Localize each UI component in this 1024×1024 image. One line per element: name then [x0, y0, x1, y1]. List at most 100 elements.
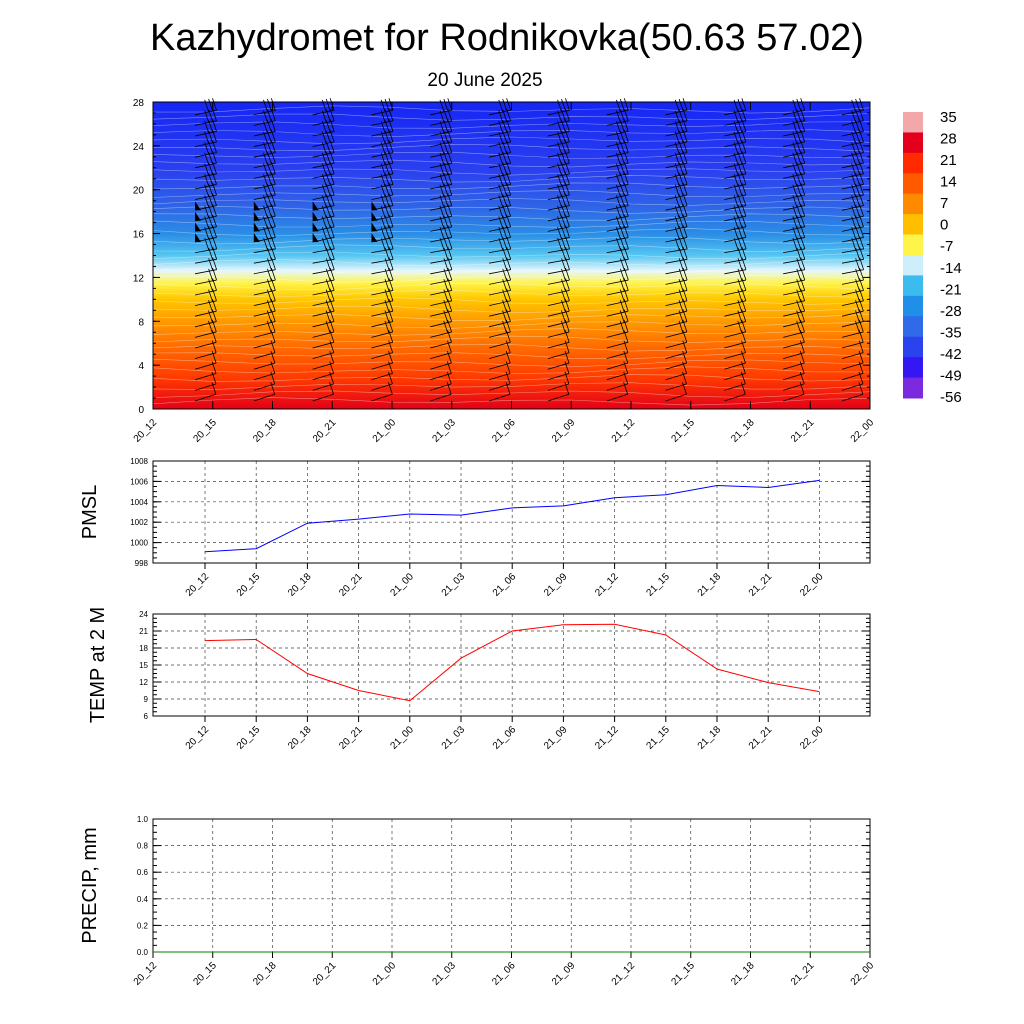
x-tick-label: 21_21 [747, 571, 775, 599]
wind-barb [430, 371, 452, 391]
x-tick-label: 22_00 [849, 960, 877, 988]
x-tick-label: 21_09 [550, 960, 578, 988]
colorbar-swatch [903, 152, 923, 174]
wind-barb [724, 382, 746, 402]
x-tick-label: 21_06 [491, 724, 519, 752]
y-tick-label: 998 [135, 559, 149, 568]
wind-barb [430, 319, 452, 338]
wind-barb [488, 330, 511, 349]
wind-barb [606, 330, 629, 349]
x-tick-label: 20_15 [191, 960, 219, 988]
wind-barb [783, 361, 805, 381]
wind-barb [547, 350, 570, 370]
isotherm-line [152, 275, 871, 283]
colorbar-swatch [903, 173, 923, 195]
colorbar-swatch [903, 112, 923, 133]
x-tick-label: 20_15 [235, 724, 263, 752]
x-tick-label: 20_18 [286, 724, 314, 752]
y-tick-label: 21 [139, 627, 148, 636]
wind-barb [371, 319, 394, 338]
wind-barb [430, 361, 452, 381]
wind-barb [606, 361, 629, 381]
x-tick-label: 21_03 [430, 417, 458, 445]
isotherm-line [152, 344, 871, 352]
wind-barb [547, 236, 570, 253]
wind-barb [430, 236, 453, 253]
wind-barb [488, 371, 511, 391]
isotherm-line [152, 168, 871, 176]
wind-barb [783, 236, 806, 253]
isotherm-line [152, 251, 871, 260]
isotherm-line [152, 136, 871, 145]
colorbar-label: -28 [940, 303, 962, 320]
wind-barb [606, 98, 629, 116]
y-tick-label: 0.8 [137, 842, 149, 851]
y-tick-label: 4 [138, 361, 144, 372]
colorbar-swatch [903, 255, 923, 276]
wind-barb [547, 371, 570, 391]
temp-panel: 6 9 12 15 18 21 24 20_12 20_15 20_18 20_21 21_00 21_… [87, 607, 871, 752]
wind-barb [430, 350, 452, 370]
wind-barb [253, 340, 276, 359]
y-axis-label: PRECIP, mm [79, 827, 101, 943]
wind-barb [488, 319, 511, 338]
colorbar-swatch [903, 214, 923, 236]
wind-barb [371, 236, 394, 253]
wind-barb [547, 340, 570, 359]
x-tick-label: 20_15 [191, 417, 219, 445]
wind-barb [783, 319, 805, 338]
colorbar-swatch [903, 377, 923, 399]
wind-barb [783, 371, 805, 391]
wind-barb [841, 382, 864, 402]
x-tick-label: 20_12 [132, 960, 160, 988]
x-tick-label: 22_00 [849, 417, 877, 445]
wind-barb [253, 236, 276, 253]
x-tick-label: 20_21 [337, 724, 365, 752]
x-tick-label: 21_12 [610, 417, 638, 445]
wind-barb [841, 340, 864, 359]
wind-barb [371, 382, 393, 402]
wind-barb [312, 361, 335, 381]
isotherm-line [152, 151, 871, 159]
isotherm-line [152, 129, 871, 138]
x-tick-label: 21_18 [696, 571, 724, 599]
x-tick-label: 21_00 [388, 571, 416, 599]
x-tick-label: 22_00 [798, 571, 826, 599]
wind-barb [312, 236, 335, 253]
wind-barb [371, 350, 393, 370]
x-tick-label: 21_00 [388, 724, 416, 752]
wind-barb [194, 330, 217, 349]
wind-barb [724, 340, 746, 359]
y-tick-label: 8 [138, 317, 144, 328]
isotherm-line [152, 236, 871, 245]
x-tick-label: 21_18 [729, 960, 757, 988]
y-tick-label: 12 [139, 678, 148, 687]
wind-barb [430, 382, 452, 402]
wind-barb [665, 319, 688, 338]
wind-barbs [194, 98, 865, 402]
y-tick-label: 1006 [130, 477, 148, 486]
wind-barb [194, 340, 217, 359]
y-tick-label: 1008 [130, 457, 148, 466]
y-tick-label: 0 [138, 405, 144, 416]
wind-barb [194, 319, 217, 338]
wind-barb [194, 108, 217, 126]
wind-barb [547, 361, 570, 381]
x-tick-label: 22_00 [798, 724, 826, 752]
x-tick-label: 20_18 [251, 960, 279, 988]
wind-barb [665, 236, 688, 253]
wind-barb [253, 382, 276, 402]
x-tick-label: 21_15 [669, 960, 697, 988]
x-tick-label: 21_06 [490, 417, 518, 445]
y-tick-label: 0.0 [137, 948, 149, 957]
y-tick-label: 0.4 [137, 895, 149, 904]
isotherm-line [152, 289, 871, 298]
wind-barb [488, 382, 511, 402]
isotherm-line [152, 228, 871, 237]
wind-barb [724, 350, 746, 370]
wind-barb [783, 330, 805, 349]
isotherm-line [152, 266, 871, 275]
wind-barb [194, 236, 218, 253]
colorbar-label: -7 [940, 238, 953, 255]
x-tick-label: 20_18 [286, 571, 314, 599]
